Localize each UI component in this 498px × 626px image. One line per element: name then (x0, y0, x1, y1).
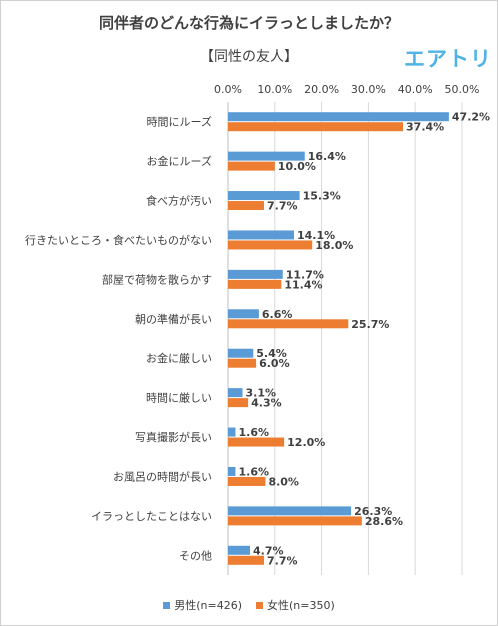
data-label-male: 3.1% (246, 387, 277, 400)
bar-male (228, 269, 283, 279)
chart-title: 同伴者のどんな行為にイラっとしましたか？ (98, 14, 399, 32)
category-label: 食べ方が汚い (146, 194, 212, 208)
data-label-male: 1.6% (238, 465, 269, 478)
legend-label-female: 女性(n=350) (267, 599, 335, 612)
bar-male (228, 348, 254, 358)
bar-female (228, 240, 313, 250)
bar-male (228, 427, 236, 437)
category-label: 部屋で荷物を散らかす (102, 272, 212, 286)
data-label-female: 8.0% (268, 475, 299, 488)
data-label-female: 37.4% (406, 121, 444, 134)
legend-swatch-female (256, 601, 263, 609)
data-label-male: 47.2% (452, 111, 490, 124)
category-label: 写真撮影が長い (135, 430, 212, 444)
data-label-female: 25.7% (351, 318, 389, 331)
data-label-female: 18.0% (315, 239, 353, 252)
data-label-female: 4.3% (251, 397, 282, 410)
x-tick-label: 0.0% (214, 83, 242, 96)
data-label-male: 6.6% (262, 308, 293, 321)
legend-label-male: 男性(n=426) (174, 599, 242, 612)
x-tick-label: 10.0% (257, 83, 292, 96)
data-label-female: 6.0% (259, 357, 290, 370)
legend-item-female: 女性(n=350) (256, 597, 335, 613)
data-label-male: 5.4% (256, 347, 287, 360)
data-label-male: 11.7% (286, 268, 324, 281)
data-label-female: 28.6% (365, 515, 403, 528)
bar-male (228, 230, 294, 240)
category-label: その他 (179, 549, 212, 562)
category-label: 時間に厳しい (146, 391, 212, 405)
bar-female (228, 201, 265, 211)
data-label-male: 4.7% (253, 544, 284, 557)
data-label-female: 7.7% (267, 554, 298, 567)
x-tick-label: 50.0% (445, 83, 480, 96)
bar-male (228, 191, 300, 201)
bar-female (228, 555, 265, 565)
category-label: 時間にルーズ (147, 115, 212, 129)
bar-male (228, 309, 259, 319)
x-tick-label: 30.0% (351, 83, 386, 96)
bar-male (228, 388, 243, 398)
bar-female (228, 161, 275, 171)
bar-female (228, 358, 257, 368)
data-label-male: 15.3% (303, 190, 341, 203)
bar-female (228, 279, 282, 289)
category-label: お風呂の時間が長い (113, 469, 212, 483)
category-label: 行きたいところ・食べたいものがない (25, 233, 212, 247)
data-label-male: 1.6% (238, 426, 269, 439)
data-label-female: 7.7% (267, 200, 298, 213)
data-label-male: 16.4% (308, 150, 346, 163)
legend-item-male: 男性(n=426) (163, 597, 242, 613)
bar-male (228, 545, 250, 555)
bar-female (228, 122, 404, 132)
brand-logo: エアトリ (404, 47, 492, 71)
data-label-female: 12.0% (287, 436, 325, 449)
data-label-male: 14.1% (297, 229, 335, 242)
category-label: イラっとしたことはない (91, 510, 212, 523)
category-label: 朝の準備が長い (135, 312, 212, 326)
bar-male (228, 466, 236, 476)
data-label-female: 10.0% (278, 160, 316, 173)
bar-male (228, 112, 449, 122)
bar-male (228, 506, 352, 516)
x-tick-label: 20.0% (304, 83, 339, 96)
legend: 男性(n=426) 女性(n=350) (0, 597, 498, 613)
bar-male (228, 151, 305, 161)
bar-female (228, 516, 362, 526)
chart-subtitle: 【同性の友人】 (200, 49, 298, 65)
bar-female (228, 476, 266, 486)
category-label: お金に厳しい (146, 351, 212, 365)
category-label: お金にルーズ (147, 154, 212, 168)
data-label-female: 11.4% (284, 278, 322, 291)
bar-female (228, 398, 249, 408)
data-label-male: 26.3% (354, 505, 392, 518)
legend-swatch-male (163, 601, 171, 609)
x-tick-label: 40.0% (398, 83, 433, 96)
bar-female (228, 319, 349, 329)
bar-female (228, 437, 285, 447)
